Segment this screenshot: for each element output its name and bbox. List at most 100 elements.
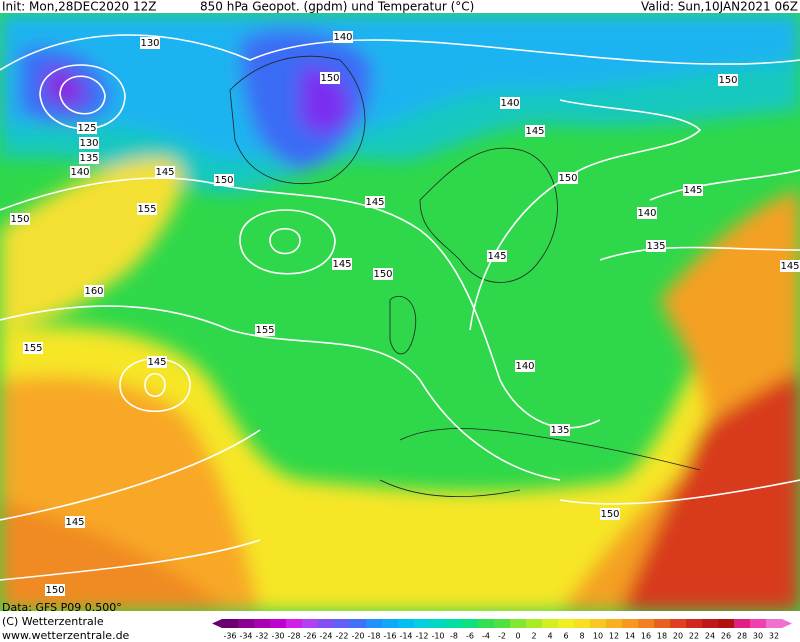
colorbar-swatch [270, 619, 287, 628]
colorbar-swatch [478, 619, 495, 628]
contour-labels: 130 140 150 140 150 145 125 130 135 140 145 150 150 1… [10, 31, 800, 596]
colorbar-label: 18 [657, 632, 667, 641]
contour-label-box [23, 342, 43, 354]
contour-label-box [10, 213, 30, 225]
contour-label-box [780, 260, 800, 272]
colorbar-swatch [526, 619, 543, 628]
colorbar-swatch [462, 619, 479, 628]
colorbar-right-arrow [782, 619, 792, 628]
colorbar-left-arrow [212, 619, 222, 628]
contour-label: 145 [780, 261, 799, 272]
colorbar-label: 28 [737, 632, 747, 641]
contour-label: 140 [70, 167, 89, 178]
colorbar-swatch [574, 619, 591, 628]
colorbar-label: -16 [383, 632, 396, 641]
contour-label: 150 [45, 585, 64, 596]
colorbar-label: 22 [689, 632, 699, 641]
contour-label-box [45, 584, 65, 596]
contour-label-box [525, 125, 545, 137]
colorbar-label: -34 [239, 632, 252, 641]
contour-label: 135 [646, 241, 665, 252]
colorbar-swatch [414, 619, 431, 628]
contour-label-box [79, 137, 99, 149]
colorbar-label: 2 [531, 632, 536, 641]
map-title: 850 hPa Geopot. (gpdm) und Temperatur (°… [200, 0, 474, 14]
contour-label-box [365, 196, 385, 208]
colorbar-swatch [430, 619, 447, 628]
colorbar-swatch [750, 619, 767, 628]
colorbar-swatch [654, 619, 671, 628]
colorbar-swatch [494, 619, 511, 628]
contour-label: 145 [365, 197, 384, 208]
contour-label: 140 [500, 98, 519, 109]
contour-label: 135 [550, 425, 569, 436]
colorbar-label: -28 [287, 632, 300, 641]
contour-label-box [718, 74, 738, 86]
colorbar-swatch [686, 619, 703, 628]
colorbar-label: 32 [769, 632, 779, 641]
colorbar-label: 14 [625, 632, 635, 641]
colorbar-label: 10 [593, 632, 603, 641]
contour-label: 145 [683, 185, 702, 196]
map: 130 140 150 140 150 145 125 130 135 140 145 150 150 1… [0, 13, 800, 611]
colorbar-swatch [510, 619, 527, 628]
colorbar-label: -8 [450, 632, 458, 641]
contour-label: 125 [77, 123, 96, 134]
contour-label-box [373, 268, 393, 280]
coastlines [229, 55, 701, 497]
contour-label: 145 [332, 259, 351, 270]
colorbar-label: -36 [223, 632, 236, 641]
colorbar-label: -32 [255, 632, 268, 641]
colorbar-label: -20 [351, 632, 364, 641]
contour-label-box [255, 324, 275, 336]
colorbar-swatch [286, 619, 303, 628]
colorbar-swatch [766, 619, 783, 628]
colorbar-label: -30 [271, 632, 284, 641]
colorbar-swatch [606, 619, 623, 628]
colorbar-swatch [222, 619, 239, 628]
valid-time: Valid: Sun,10JAN2021 06Z [641, 0, 798, 14]
data-source: Data: GFS P09 0.500° [2, 601, 122, 614]
colorbar-label: -26 [303, 632, 316, 641]
colorbar-swatch [638, 619, 655, 628]
colorbar-label: 12 [609, 632, 619, 641]
contour-label-box [65, 516, 85, 528]
contour-label: 155 [255, 325, 274, 336]
contour-label-box [320, 72, 340, 84]
temperature-shading [0, 13, 800, 611]
contour-label-box [140, 37, 160, 49]
contour-label-box [147, 356, 167, 368]
colorbar-label: 26 [721, 632, 731, 641]
contour-label: 150 [718, 75, 737, 86]
colorbar-label: -4 [482, 632, 490, 641]
colorbar-label: 16 [641, 632, 651, 641]
contour-label-box [515, 360, 535, 372]
colorbar-swatch [622, 619, 639, 628]
footer: Data: GFS P09 0.500° (C) Wetterzentrale … [2, 601, 130, 642]
contour-label: 130 [140, 38, 159, 49]
contour-label: 130 [79, 138, 98, 149]
contour-label: 150 [320, 73, 339, 84]
contour-label-box [500, 97, 520, 109]
contour-label-box [333, 31, 353, 43]
colorbar-label: 20 [673, 632, 683, 641]
contour-label-box [558, 172, 578, 184]
colorbar-swatch [446, 619, 463, 628]
colorbar-swatch [398, 619, 415, 628]
contour-label-box [550, 424, 570, 436]
contour-label: 140 [637, 208, 656, 219]
contour-label-box [79, 152, 99, 164]
contour-label: 140 [333, 32, 352, 43]
colorbar-label: -6 [466, 632, 474, 641]
geopotential-isolines [0, 34, 800, 581]
colorbar-swatch [254, 619, 271, 628]
colorbar-swatch [558, 619, 575, 628]
contour-label-box [70, 166, 90, 178]
colorbar-swatch [302, 619, 319, 628]
colorbar-label: 4 [547, 632, 552, 641]
contour-label-box [77, 122, 97, 134]
contour-label-box [84, 285, 104, 297]
colorbar-label: 8 [579, 632, 584, 641]
contour-label-box [137, 203, 157, 215]
